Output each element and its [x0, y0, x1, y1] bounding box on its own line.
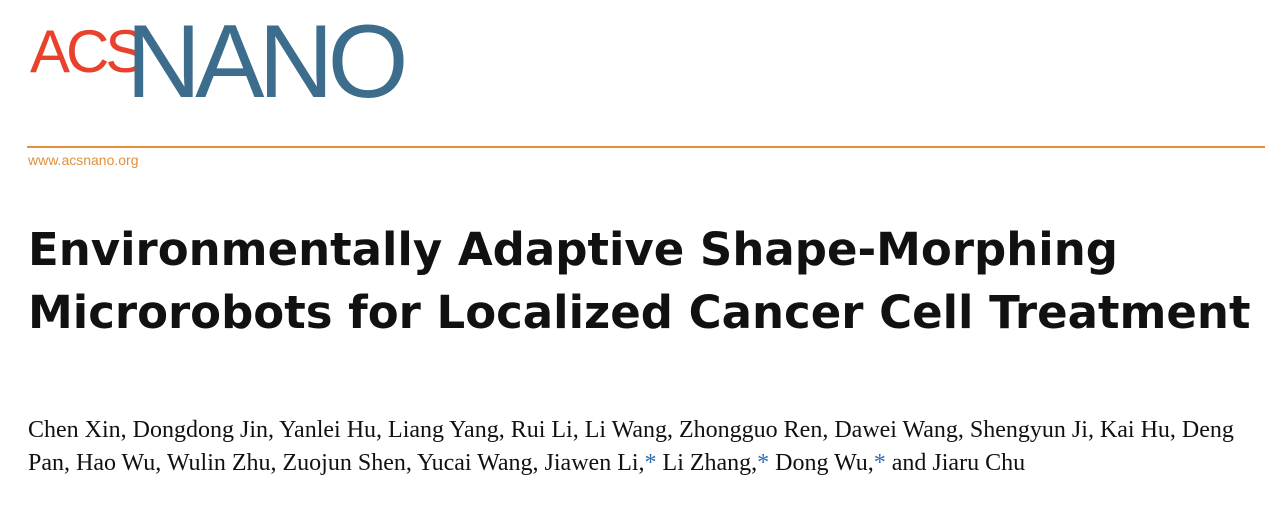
- author-name[interactable]: Yucai Wang: [416, 450, 533, 476]
- author-conjunction: and: [891, 450, 927, 476]
- logo-acs-text: ACS: [30, 18, 145, 85]
- author-name[interactable]: Rui Li: [510, 417, 573, 443]
- corresponding-author-mark[interactable]: *: [644, 450, 657, 476]
- journal-url[interactable]: www.acsnano.org: [28, 152, 139, 168]
- author-name[interactable]: Jiaru Chu: [932, 450, 1026, 476]
- author-name[interactable]: Li Wang: [584, 417, 667, 443]
- author-name[interactable]: Hao Wu: [76, 450, 156, 476]
- author-name[interactable]: Dawei Wang: [834, 417, 958, 443]
- author-name[interactable]: Chen Xin: [28, 417, 121, 443]
- corresponding-author-mark[interactable]: *: [757, 450, 770, 476]
- author-list: Chen Xin, Dongdong Jin, Yanlei Hu, Liang…: [28, 417, 1234, 476]
- author-name[interactable]: Dong Wu: [775, 450, 868, 476]
- author-name[interactable]: Li Zhang: [662, 450, 752, 476]
- author-name[interactable]: Dongdong Jin: [132, 417, 269, 443]
- author-name[interactable]: Zhongguo Ren: [679, 417, 823, 443]
- author-name[interactable]: Liang Yang: [388, 417, 499, 443]
- journal-logo: ACS NANO: [30, 4, 450, 114]
- author-name[interactable]: Kai Hu: [1099, 417, 1170, 443]
- article-title: Environmentally Adaptive Shape-Morphing …: [28, 223, 1251, 339]
- author-name[interactable]: Wulin Zhu: [166, 450, 271, 476]
- author-name[interactable]: Shengyun Ji: [969, 417, 1088, 443]
- author-name[interactable]: Jiawen Li: [544, 450, 639, 476]
- header-divider: [27, 146, 1265, 148]
- corresponding-author-mark[interactable]: *: [873, 450, 886, 476]
- logo-nano-text: NANO: [126, 4, 408, 120]
- author-name[interactable]: Zuojun Shen: [282, 450, 406, 476]
- author-name[interactable]: Yanlei Hu: [279, 417, 377, 443]
- author-name[interactable]: Deng Pan: [28, 417, 1234, 476]
